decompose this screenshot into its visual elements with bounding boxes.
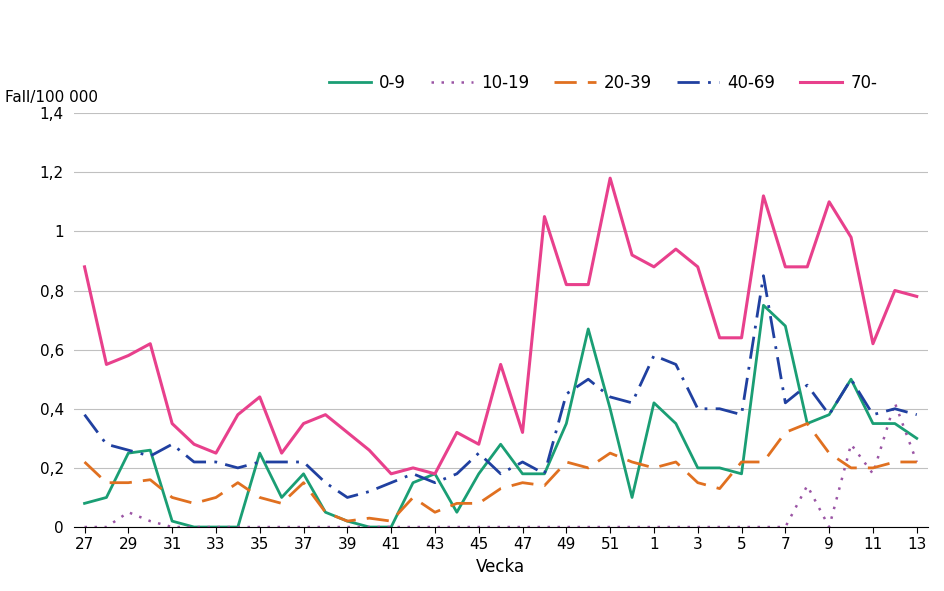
X-axis label: Vecka: Vecka [476, 558, 525, 576]
Legend: 0-9, 10-19, 20-39, 40-69, 70-: 0-9, 10-19, 20-39, 40-69, 70- [322, 67, 883, 99]
Text: Fall/100 000: Fall/100 000 [6, 90, 98, 105]
